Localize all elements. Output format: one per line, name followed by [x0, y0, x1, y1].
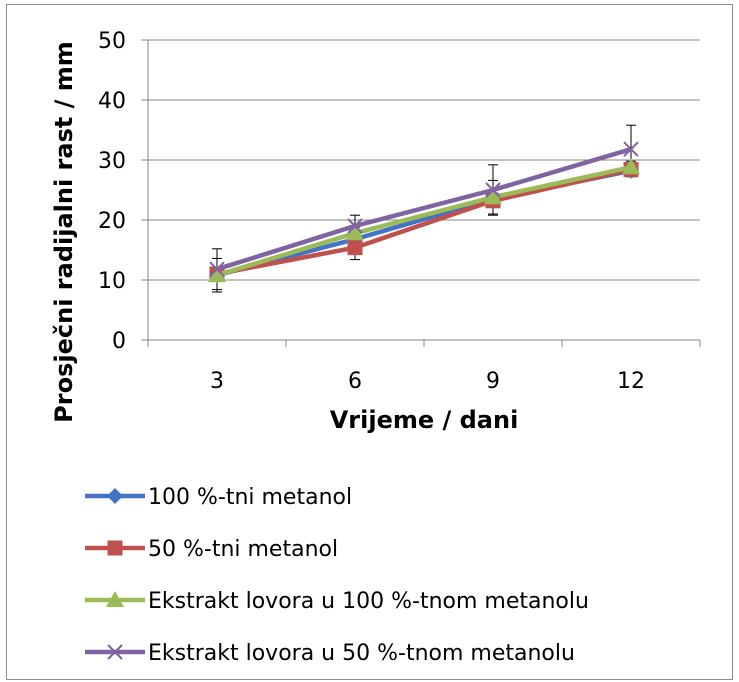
- y-tick-label: 20: [98, 209, 126, 234]
- x-tick-label: 12: [617, 369, 645, 394]
- data-point: [484, 188, 502, 205]
- legend-item: 100 %-tni metanol: [85, 485, 352, 510]
- legend-marker: [106, 591, 124, 607]
- data-point: [347, 218, 363, 234]
- x-tick-label: 9: [486, 369, 500, 394]
- y-tick-label: 50: [98, 29, 126, 54]
- data-point: [347, 240, 363, 256]
- y-tick-label: 30: [98, 149, 126, 174]
- legend-item: Ekstrakt lovora u 50 %-tnom metanolu: [85, 641, 575, 666]
- series-4: [209, 141, 639, 277]
- series-3: [208, 158, 640, 283]
- axes: [141, 39, 701, 347]
- series-line: [216, 167, 632, 277]
- legend: 100 %-tni metanol 50 %-tni metanol Ekstrak…: [85, 485, 589, 666]
- legend-item: Ekstrakt lovora u 100 %-tnom metanolu: [85, 589, 589, 614]
- y-tick-label: 10: [98, 269, 126, 294]
- legend-label: 100 %-tni metanol: [148, 485, 352, 510]
- y-tick-label: 40: [98, 89, 126, 114]
- x-tick-labels: 3 6 9 12: [210, 369, 645, 394]
- series-lines: [208, 141, 640, 284]
- data-point: [623, 141, 639, 157]
- legend-marker: [107, 644, 123, 660]
- series-line: [216, 165, 632, 278]
- y-axis-title: Prosječni radijalni rast / mm: [50, 41, 78, 423]
- legend-marker: [107, 540, 123, 556]
- legend-item: 50 %-tni metanol: [85, 537, 338, 562]
- x-tick-label: 3: [210, 369, 224, 394]
- data-point: [346, 224, 364, 241]
- y-tick-labels: 0 10 20 30 40 50: [98, 29, 126, 354]
- legend-label: Ekstrakt lovora u 100 %-tnom metanolu: [148, 589, 589, 614]
- legend-marker: [107, 488, 123, 504]
- y-tick-label: 0: [112, 329, 126, 354]
- data-point: [208, 266, 226, 283]
- data-point: [209, 261, 225, 277]
- legend-label: Ekstrakt lovora u 50 %-tnom metanolu: [148, 641, 575, 666]
- x-axis-title: Vrijeme / dani: [330, 406, 519, 434]
- series-line: [216, 147, 632, 272]
- legend-label: 50 %-tni metanol: [148, 537, 338, 562]
- x-tick-label: 6: [348, 369, 362, 394]
- data-point: [622, 158, 640, 175]
- gridlines: [148, 39, 700, 281]
- chart-frame: [6, 4, 733, 680]
- data-point: [485, 182, 501, 198]
